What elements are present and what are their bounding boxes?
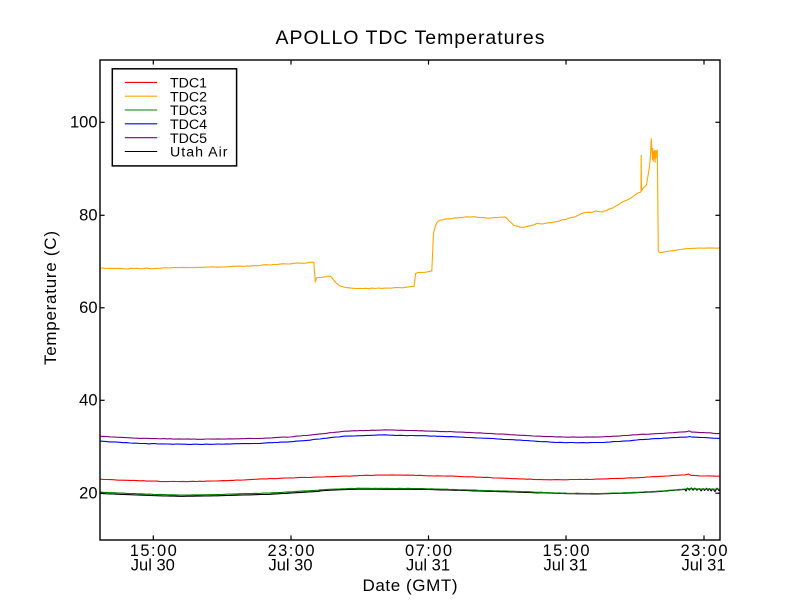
svg-text:TDC4: TDC4: [170, 117, 207, 133]
svg-text:Date (GMT): Date (GMT): [363, 576, 458, 595]
svg-text:40: 40: [79, 392, 97, 410]
svg-text:TDC1: TDC1: [170, 76, 207, 92]
svg-text:Jul 31: Jul 31: [543, 557, 587, 575]
svg-text:Temperature (C): Temperature (C): [41, 231, 60, 365]
svg-text:Jul 30: Jul 30: [131, 557, 175, 575]
svg-text:23:00: 23:00: [681, 542, 728, 560]
svg-text:TDC2: TDC2: [170, 89, 207, 105]
svg-text:100: 100: [70, 114, 98, 132]
svg-text:15:00: 15:00: [543, 542, 590, 560]
svg-text:Utah Air: Utah Air: [170, 145, 228, 161]
svg-text:Jul 31: Jul 31: [681, 557, 725, 575]
svg-text:60: 60: [79, 299, 97, 317]
svg-text:Jul 31: Jul 31: [406, 557, 450, 575]
svg-text:APOLLO TDC Temperatures: APOLLO TDC Temperatures: [276, 27, 545, 49]
svg-text:80: 80: [79, 207, 97, 225]
svg-text:23:00: 23:00: [268, 542, 315, 560]
svg-text:20: 20: [79, 485, 97, 503]
svg-text:Jul 30: Jul 30: [268, 557, 312, 575]
svg-text:TDC5: TDC5: [170, 131, 207, 147]
svg-text:07:00: 07:00: [405, 542, 452, 560]
svg-text:15:00: 15:00: [130, 542, 177, 560]
svg-text:TDC3: TDC3: [170, 103, 207, 119]
